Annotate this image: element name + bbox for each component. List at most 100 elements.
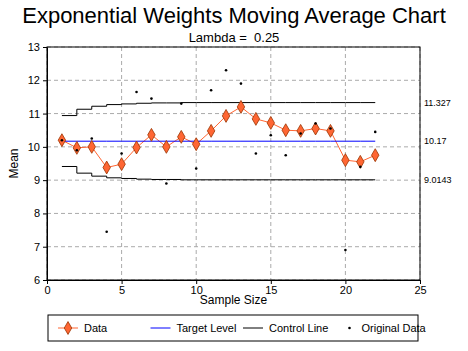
legend-line bbox=[243, 328, 263, 329]
tick: 0 bbox=[44, 280, 50, 296]
tick-mark bbox=[43, 213, 47, 214]
legend-label: Data bbox=[84, 322, 108, 334]
tick: 12 bbox=[28, 74, 47, 86]
grid-line bbox=[47, 213, 420, 214]
marker bbox=[133, 141, 140, 154]
marker bbox=[148, 128, 155, 141]
point bbox=[61, 139, 64, 142]
point bbox=[105, 230, 108, 233]
point bbox=[90, 137, 93, 140]
marker bbox=[58, 134, 65, 147]
tick-label: 12 bbox=[28, 74, 40, 86]
marker bbox=[88, 140, 95, 153]
marker bbox=[357, 155, 364, 168]
point bbox=[329, 127, 332, 130]
grid-line bbox=[47, 246, 420, 247]
title: Exponential Weights Moving Average Chart bbox=[22, 3, 446, 28]
legend-item: Original Data bbox=[348, 322, 426, 334]
tick: 25 bbox=[414, 280, 426, 296]
tick-label: 11 bbox=[29, 108, 40, 120]
tick-label: 0 bbox=[44, 284, 50, 296]
annotation: 9.0143 bbox=[424, 175, 452, 185]
point bbox=[120, 152, 123, 155]
series-line bbox=[62, 141, 375, 142]
tick: 8 bbox=[34, 207, 47, 219]
marker bbox=[222, 109, 229, 122]
point bbox=[299, 132, 302, 135]
legend-label: Original Data bbox=[362, 322, 427, 334]
legend-label: Control Line bbox=[269, 322, 328, 334]
tick-mark bbox=[43, 80, 47, 81]
legend: Data Target Level Control Line Original Dat… bbox=[48, 315, 427, 341]
tick-label: 13 bbox=[28, 41, 40, 53]
tick-mark bbox=[43, 47, 47, 48]
point bbox=[76, 149, 79, 152]
point bbox=[374, 131, 377, 134]
series-line bbox=[62, 107, 375, 168]
y-axis-title: Mean bbox=[7, 148, 21, 178]
marker bbox=[103, 161, 110, 174]
tick-label: 20 bbox=[340, 284, 352, 296]
grid-line bbox=[196, 47, 197, 280]
legend-marker bbox=[64, 322, 71, 335]
grid-line bbox=[270, 47, 271, 280]
point bbox=[195, 167, 198, 170]
chart: Exponential Weights Moving Average Chart… bbox=[0, 0, 468, 351]
subtitle: Lambda = 0.25 bbox=[189, 30, 280, 45]
marker bbox=[297, 124, 304, 137]
grid bbox=[47, 47, 420, 280]
tick: 10 bbox=[28, 141, 47, 153]
tick-label: 9 bbox=[34, 174, 40, 186]
tick-label: 7 bbox=[34, 241, 40, 253]
tick-label: 5 bbox=[119, 284, 125, 296]
tick-mark bbox=[43, 280, 47, 281]
point bbox=[344, 249, 347, 252]
marker bbox=[282, 124, 289, 137]
legend-item: Control Line bbox=[243, 322, 328, 334]
point bbox=[210, 89, 213, 92]
legend-marker bbox=[348, 327, 351, 330]
tick: 7 bbox=[34, 241, 47, 253]
marker bbox=[178, 130, 185, 143]
point bbox=[150, 97, 153, 100]
marker bbox=[73, 141, 80, 154]
y-axis: 6 7 8 9 10 11 12 13 bbox=[28, 41, 48, 286]
control-line bbox=[62, 103, 375, 116]
grid-line bbox=[47, 113, 420, 114]
tick: 6 bbox=[34, 274, 47, 286]
marker bbox=[267, 116, 274, 129]
point bbox=[255, 152, 258, 155]
legend-line bbox=[151, 328, 171, 329]
tick: 5 bbox=[119, 280, 125, 296]
marker bbox=[252, 112, 259, 125]
point bbox=[165, 182, 168, 185]
tick-mark bbox=[43, 114, 47, 115]
tick: 11 bbox=[29, 108, 47, 120]
tick-label: 8 bbox=[34, 207, 40, 219]
point bbox=[270, 134, 273, 137]
x-axis-title: Sample Size bbox=[200, 293, 268, 307]
point bbox=[180, 102, 183, 105]
marker bbox=[207, 124, 214, 137]
tick: 20 bbox=[340, 280, 352, 296]
point bbox=[135, 91, 138, 94]
tick: 13 bbox=[28, 41, 47, 53]
marker bbox=[118, 158, 125, 171]
tick-label: 25 bbox=[414, 284, 426, 296]
marker bbox=[342, 154, 349, 167]
marker bbox=[372, 149, 379, 162]
grid-line bbox=[47, 80, 420, 81]
marker bbox=[327, 124, 334, 137]
grid-line bbox=[47, 146, 420, 147]
marker bbox=[192, 138, 199, 151]
tick-label: 6 bbox=[34, 274, 40, 286]
legend-item: Target Level bbox=[151, 322, 237, 334]
plot-area bbox=[58, 69, 379, 251]
tick: 9 bbox=[34, 174, 47, 186]
point bbox=[359, 166, 362, 169]
annotation: 11.327 bbox=[424, 98, 451, 108]
point bbox=[314, 122, 317, 125]
tick-mark bbox=[43, 247, 47, 248]
tick-mark bbox=[43, 180, 47, 181]
legend-label: Target Level bbox=[177, 322, 237, 334]
